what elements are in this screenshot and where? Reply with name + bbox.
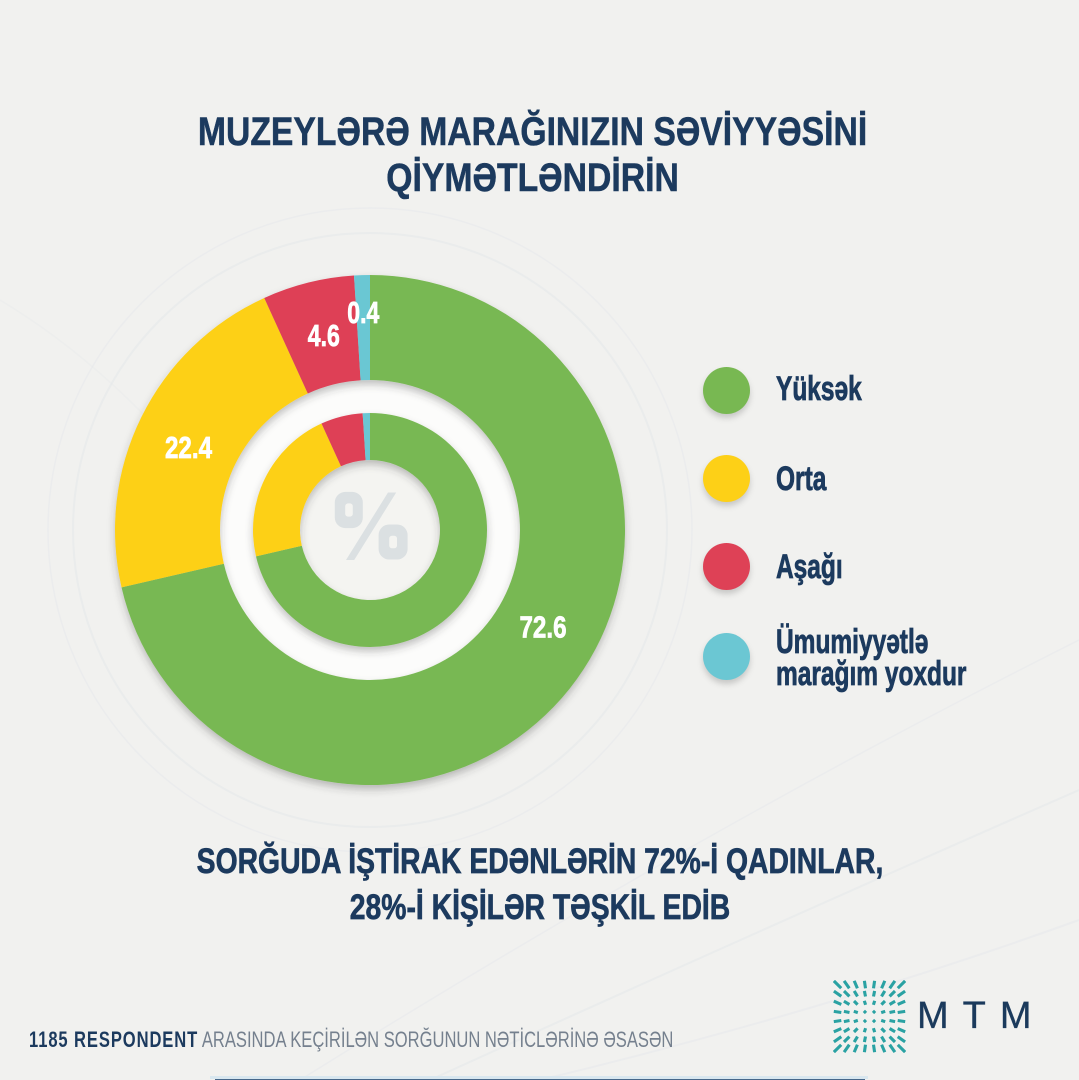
svg-text:4.6: 4.6 (308, 318, 340, 353)
svg-text:0.4: 0.4 (347, 295, 380, 330)
svg-text:22.4: 22.4 (165, 430, 213, 465)
svg-text:72.6: 72.6 (520, 610, 567, 645)
